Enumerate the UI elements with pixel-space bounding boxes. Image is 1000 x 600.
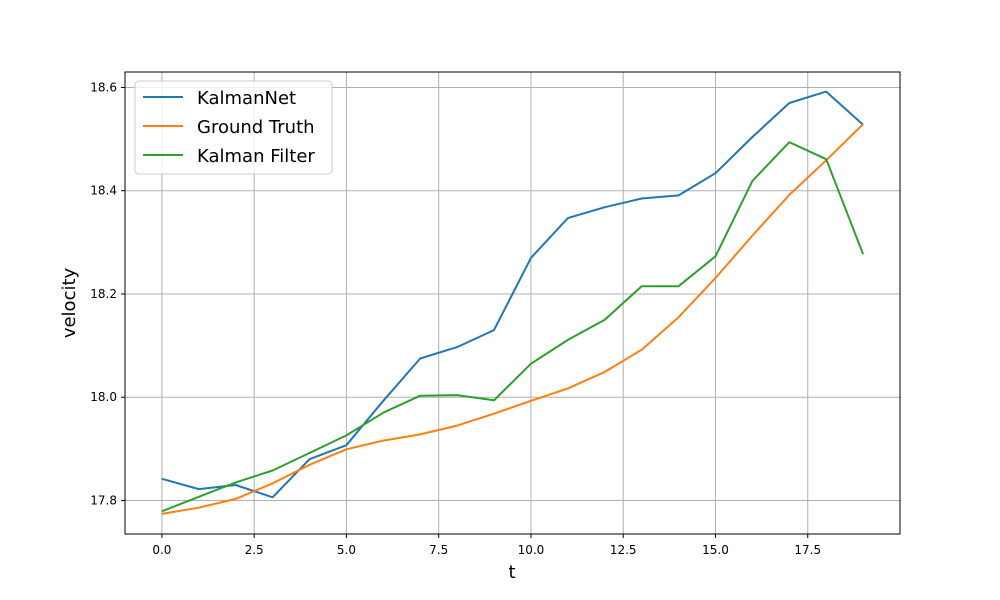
y-tick-label: 18.2 (90, 287, 117, 301)
x-axis-label: t (508, 562, 515, 583)
x-tick-label: 17.5 (794, 543, 821, 557)
x-tick-label: 7.5 (429, 543, 448, 557)
series-line-kalmannet (161, 90, 864, 499)
legend: KalmanNet Ground Truth Kalman Filter (134, 80, 333, 175)
series-line-kalman-filter (161, 141, 865, 513)
y-tick-label: 18.4 (90, 184, 117, 198)
y-axis-label: velocity (59, 267, 80, 338)
x-tick-label: 2.5 (245, 543, 264, 557)
x-tick-label: 10.0 (518, 543, 545, 557)
series-lines (161, 90, 865, 515)
x-tick-label: 15.0 (702, 543, 729, 557)
legend-label-kalman-filter: Kalman Filter (197, 146, 315, 167)
x-tick-label: 0.0 (152, 543, 171, 557)
plot-frame (124, 71, 901, 535)
axis-ticks: 0.0 2.5 5.0 7.5 10.0 12.5 15.0 17.5 17.8 18.0 18.2… (90, 80, 821, 557)
x-tick-label: 5.0 (337, 543, 356, 557)
legend-box (134, 80, 333, 175)
series-line-ground-truth (161, 123, 864, 515)
y-tick-label: 17.8 (90, 493, 117, 507)
y-tick-label: 18.0 (90, 390, 117, 404)
legend-label-ground-truth: Ground Truth (197, 117, 315, 138)
x-tick-label: 12.5 (610, 543, 637, 557)
legend-label-kalmannet: KalmanNet (197, 88, 296, 109)
y-tick-label: 18.6 (90, 80, 117, 94)
